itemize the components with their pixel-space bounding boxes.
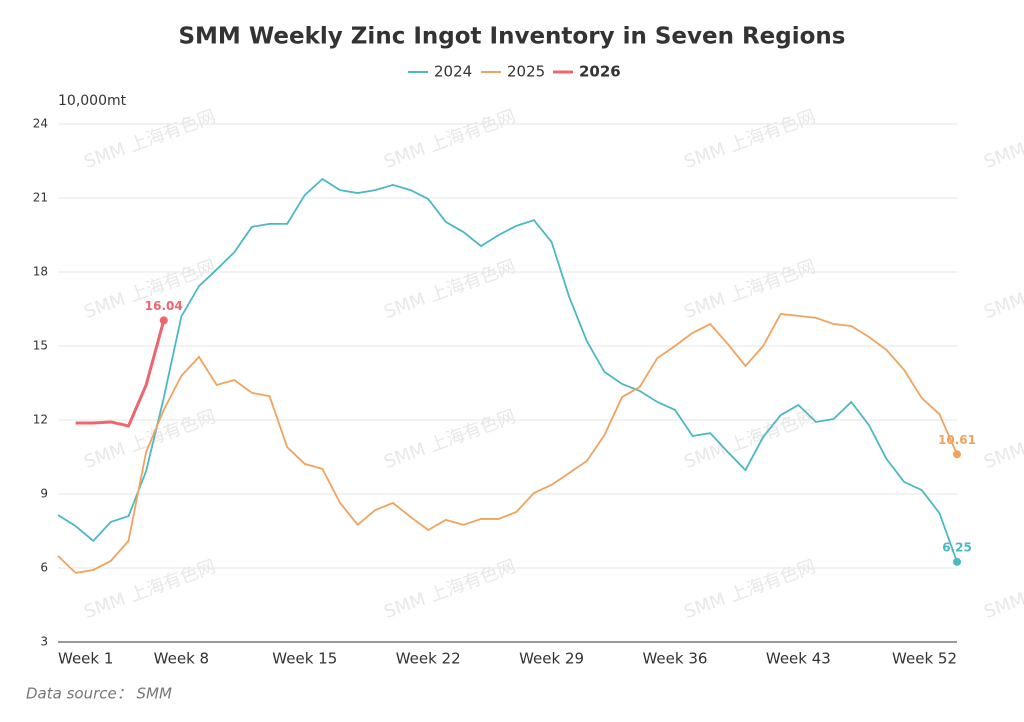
legend-label: 2026 [579, 63, 621, 81]
y-tick-label: 6 [40, 561, 48, 575]
y-tick-label: 9 [40, 487, 48, 501]
watermark: SMM 上海有色网 [681, 256, 818, 323]
legend-label: 2025 [507, 63, 545, 81]
watermark: SMM 上海有色网 [381, 556, 518, 623]
x-tick-label: Week 52 [892, 650, 957, 668]
x-tick-label: Week 15 [272, 650, 337, 668]
x-tick-label: Week 29 [519, 650, 584, 668]
y-axis-unit: 10,000mt [58, 93, 127, 109]
x-tick-label: Week 1 [58, 650, 113, 668]
y-tick-label: 18 [33, 265, 48, 279]
data-label: 6.25 [942, 540, 972, 554]
x-tick-label: Week 8 [154, 650, 209, 668]
x-tick-label: Week 43 [766, 650, 831, 668]
watermark: SMM 上海有色网 [381, 406, 518, 473]
series-line [75, 319, 166, 428]
watermark: SMM 上海有色网 [381, 256, 518, 323]
y-tick-label: 12 [33, 413, 48, 427]
watermark: SMM 上海有色网 [981, 556, 1024, 623]
x-tick-label: Week 22 [396, 650, 461, 668]
y-tick-label: 21 [33, 191, 48, 205]
y-tick-label: 24 [33, 117, 48, 131]
watermark: SMM 上海有色网 [681, 106, 818, 173]
source-note: Data source： SMM [26, 685, 172, 703]
chart-title: SMM Weekly Zinc Ingot Inventory in Seven… [178, 24, 845, 50]
data-label: 10.61 [938, 433, 976, 447]
watermark: SMM 上海有色网 [81, 106, 218, 173]
end-marker [159, 316, 168, 325]
series-line [57, 312, 958, 574]
watermark: SMM 上海有色网 [981, 406, 1024, 473]
watermark: SMM 上海有色网 [981, 256, 1024, 323]
watermark: SMM 上海有色网 [81, 406, 218, 473]
y-tick-label: 15 [33, 339, 48, 353]
legend-item: 2025 [481, 63, 545, 81]
end-marker [953, 557, 961, 566]
watermark: SMM 上海有色网 [381, 106, 518, 173]
legend-label: 2024 [434, 63, 472, 81]
watermark: SMM 上海有色网 [981, 106, 1024, 173]
watermark: SMM 上海有色网 [681, 556, 818, 623]
end-marker [953, 450, 961, 459]
data-label: 16.04 [145, 299, 183, 313]
series-line [57, 177, 958, 563]
y-tick-label: 3 [40, 635, 48, 649]
legend-item: 2026 [553, 63, 621, 81]
x-tick-label: Week 36 [642, 650, 707, 668]
legend-item: 2024 [408, 63, 472, 81]
